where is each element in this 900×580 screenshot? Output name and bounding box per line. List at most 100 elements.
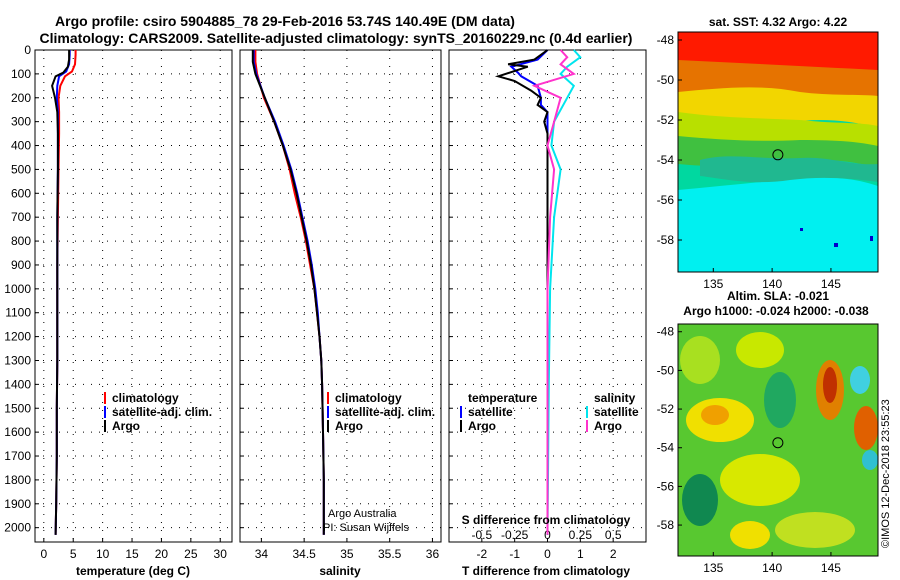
- sst-band-lightgreen: [678, 112, 878, 148]
- series-line-climatology: [254, 50, 325, 535]
- x-tick-label: -2: [476, 547, 487, 561]
- map-x-tick-label: 145: [821, 561, 841, 575]
- sla-blob: [850, 366, 870, 394]
- y-tick-label: 1100: [5, 306, 31, 320]
- temperature-axes-frame: [34, 49, 233, 543]
- y-tick-label: 1200: [4, 330, 31, 344]
- credit-argo-australia: Argo Australia: [328, 508, 397, 520]
- series-line-satellite-adj-clim-: [252, 50, 325, 535]
- map-x-tick-label: 135: [703, 277, 723, 291]
- map-x-tick-label: 140: [762, 277, 782, 291]
- legend-label-t-satellite: satellite: [468, 405, 513, 419]
- map-y-tick-label: -48: [657, 325, 675, 339]
- sla-blob: [680, 336, 720, 384]
- map-y-tick-label: -54: [657, 153, 675, 167]
- y-tick-label: 300: [11, 115, 31, 129]
- x-tick-label: 36: [426, 547, 440, 561]
- sst-map-panel: sat. SST: 4.32 Argo: 4.22 -48 -50 -52 -54 -5…: [657, 15, 879, 291]
- sla-map-axes: -48 -50 -52 -54 -56 -58 135 140 145: [657, 325, 842, 575]
- legend-label-s-argo: Argo: [594, 419, 622, 433]
- y-tick-label: 900: [11, 258, 31, 272]
- y-tick-label: 600: [11, 186, 31, 200]
- x-tick-label: -1: [509, 547, 520, 561]
- salinity-series: [251, 50, 325, 535]
- t-difference-x-axis: -2 -1 0 1 2: [476, 538, 617, 561]
- y-tick-label: 1800: [4, 473, 31, 487]
- series-line-t-satellite: [509, 49, 549, 535]
- s-difference-xlabel: S difference from climatology: [462, 513, 631, 527]
- legend-swatch-argo: [327, 420, 329, 432]
- y-tick-label: 700: [11, 210, 31, 224]
- y-tick-label: 500: [11, 162, 31, 176]
- difference-legend: temperature satellite Argo salinity sate…: [460, 391, 639, 433]
- y-tick-label: 1900: [4, 497, 31, 511]
- legend-swatch-satellite: [104, 406, 106, 418]
- legend-title-salinity: salinity: [594, 391, 636, 405]
- y-tick-label: 1000: [4, 282, 31, 296]
- legend-swatch-satellite: [327, 406, 329, 418]
- temperature-legend: climatology satellite-adj. clim. Argo: [104, 391, 212, 433]
- y-tick-label: 400: [11, 139, 31, 153]
- temperature-panel: 0100200300400500600700800900100011001200…: [4, 43, 233, 578]
- s-difference-x-axis: -0.5 -0.25 0 0.25 0.5: [471, 528, 621, 542]
- s-tick-label: -0.5: [471, 528, 492, 542]
- t-difference-xlabel: T difference from climatology: [462, 564, 630, 578]
- depth-axis: 0 100 200 300 400 500 600 700 800 900 1000 1100 1200…: [4, 43, 31, 535]
- x-tick-label: 0: [40, 547, 47, 561]
- y-tick-label: 800: [11, 234, 31, 248]
- legend-label-climatology: climatology: [335, 391, 402, 405]
- legend-swatch-climatology: [327, 392, 329, 404]
- y-tick-label: 1600: [4, 425, 31, 439]
- map-y-tick-label: -56: [657, 193, 675, 207]
- x-tick-label: 10: [96, 547, 110, 561]
- salinity-axes-frame: [239, 49, 442, 543]
- legend-swatch-s-argo: [586, 420, 588, 432]
- legend-label-argo: Argo: [112, 419, 140, 433]
- legend-label-satellite: satellite-adj. clim.: [112, 405, 212, 419]
- map-x-tick-label: 140: [762, 561, 782, 575]
- difference-series: [494, 49, 582, 535]
- series-line-t-argo: [494, 49, 549, 535]
- y-tick-label: 200: [11, 91, 31, 105]
- legend-label-climatology: climatology: [112, 391, 179, 405]
- sla-map-subtitle: Argo h1000: -0.024 h2000: -0.038: [683, 304, 869, 318]
- sst-map-title: sat. SST: 4.32 Argo: 4.22: [709, 15, 848, 29]
- map-y-tick-label: -50: [657, 73, 675, 87]
- series-line-argo: [51, 50, 71, 535]
- y-tick-label: 1400: [4, 377, 31, 391]
- temperature-x-axis: 0 5 10 15 20 25 30: [40, 538, 227, 561]
- series-line-argo: [251, 50, 325, 535]
- x-tick-label: 20: [155, 547, 169, 561]
- sla-blob: [764, 372, 796, 428]
- figure-title-line2: Climatology: CARS2009. Satellite-adjuste…: [40, 30, 633, 46]
- y-tick-label: 2000: [4, 521, 31, 535]
- argo-location-marker: [772, 149, 784, 161]
- sst-speck: [800, 228, 803, 231]
- temperature-grid: [35, 49, 232, 542]
- sla-map-frame: [677, 323, 879, 557]
- x-tick-label: 34: [255, 547, 269, 561]
- legend-label-satellite: satellite-adj. clim.: [335, 405, 435, 419]
- sst-map-axes: -48 -50 -52 -54 -56 -58 135 140 145: [657, 33, 842, 291]
- map-y-tick-label: -48: [657, 33, 675, 47]
- x-tick-label: 30: [214, 547, 228, 561]
- x-tick-label: 15: [125, 547, 139, 561]
- credit-pi: PI: Susan Wijffels: [323, 522, 409, 534]
- map-y-tick-label: -58: [657, 518, 675, 532]
- argo-location-marker: [772, 437, 784, 449]
- legend-swatch-t-argo: [460, 420, 462, 432]
- x-tick-label: 5: [70, 547, 77, 561]
- sla-blob: [720, 454, 800, 506]
- x-tick-label: 35.5: [378, 547, 402, 561]
- figure-title-line1: Argo profile: csiro 5904885_78 29-Feb-20…: [55, 13, 515, 29]
- s-tick-label: -0.25: [501, 528, 529, 542]
- salinity-xlabel: salinity: [319, 564, 361, 578]
- salinity-panel: 34 34.5 35 35.5 36 salinity climatology sate…: [239, 49, 442, 578]
- legend-swatch-argo: [104, 420, 106, 432]
- sla-blob: [823, 367, 837, 403]
- sla-blob: [775, 512, 855, 548]
- y-tick-label: 1500: [4, 401, 31, 415]
- map-x-tick-label: 135: [703, 561, 723, 575]
- sla-blob: [854, 406, 878, 450]
- sla-blob: [862, 450, 878, 470]
